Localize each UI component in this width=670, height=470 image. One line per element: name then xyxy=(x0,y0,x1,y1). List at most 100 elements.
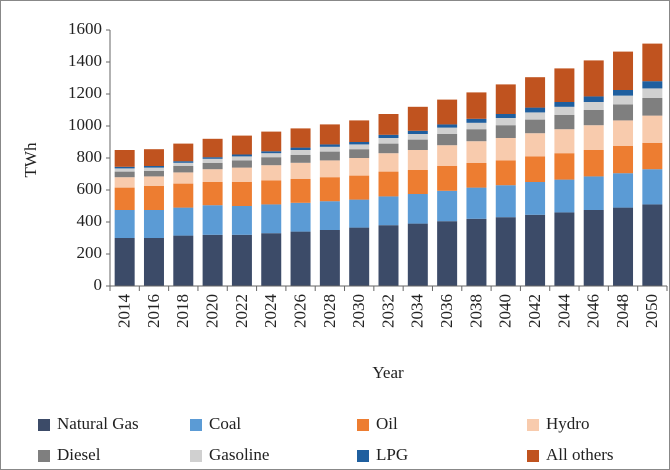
bar-segment xyxy=(378,143,399,154)
bar-segment xyxy=(349,142,370,145)
bar-segment xyxy=(525,119,546,134)
bar-segment xyxy=(378,171,399,197)
bar-segment xyxy=(378,225,399,286)
bar-segment xyxy=(642,204,663,286)
x-tick-label: 2034 xyxy=(408,294,427,329)
x-tick-label: 2040 xyxy=(496,294,515,328)
bar-segment xyxy=(349,227,370,286)
legend-label: Hydro xyxy=(546,414,589,433)
x-axis-title: Year xyxy=(372,363,404,382)
bar-segment xyxy=(525,182,546,215)
bar-segment xyxy=(407,170,428,194)
bar-segment xyxy=(349,149,370,158)
bar-segment xyxy=(466,218,487,286)
bar-segment xyxy=(466,141,487,163)
legend-label: Gasoline xyxy=(209,445,269,464)
bar-segment xyxy=(583,110,604,126)
bar-segment xyxy=(437,190,458,222)
x-tick-label: 2030 xyxy=(349,294,368,328)
bar-segment xyxy=(466,162,487,188)
bar-segment xyxy=(525,112,546,120)
bar-segment xyxy=(202,205,223,235)
bar-segment xyxy=(554,212,575,286)
legend-swatch xyxy=(38,450,50,462)
bar-segment xyxy=(583,150,604,177)
bar-segment xyxy=(231,206,252,235)
y-tick-label: 1200 xyxy=(68,83,102,102)
bar-segment xyxy=(143,186,164,210)
x-tick-label: 2042 xyxy=(525,294,544,328)
bar-segment xyxy=(173,207,194,236)
bar-segment xyxy=(319,177,340,202)
bar-segment xyxy=(319,160,340,178)
bar-segment xyxy=(290,202,311,232)
x-tick-label: 2032 xyxy=(378,294,397,328)
bar-segment xyxy=(114,187,135,210)
bar-segment xyxy=(290,150,311,155)
bar-segment xyxy=(583,96,604,102)
x-tick-label: 2048 xyxy=(613,294,632,328)
bar-segment xyxy=(407,106,428,131)
bar-segment xyxy=(407,194,428,224)
bar-segment xyxy=(231,135,252,155)
bar-segment xyxy=(554,102,575,107)
bar-segment xyxy=(407,223,428,286)
bar-segment xyxy=(290,162,311,179)
bar-segment xyxy=(202,158,223,163)
bar-segment xyxy=(114,171,135,178)
bar-segment xyxy=(261,233,282,286)
bar-segment xyxy=(466,129,487,142)
bar-segment xyxy=(378,196,399,226)
bar-segment xyxy=(495,118,516,126)
bar-segment xyxy=(437,145,458,166)
y-tick-label: 200 xyxy=(77,243,103,262)
bar-segment xyxy=(202,138,223,158)
bar-segment xyxy=(261,153,282,158)
legend-label: Coal xyxy=(209,414,241,433)
bar-segment xyxy=(143,166,164,168)
bar-segment xyxy=(114,150,135,167)
bar-segment xyxy=(202,162,223,170)
legend-label: Diesel xyxy=(57,445,101,464)
bar-segment xyxy=(349,120,370,142)
bar-segment xyxy=(173,143,194,162)
bar-segment xyxy=(437,221,458,286)
bar-segment xyxy=(349,144,370,150)
bar-segment xyxy=(173,235,194,286)
bar-segment xyxy=(319,230,340,286)
legend-label: All others xyxy=(546,445,614,464)
bar-segment xyxy=(613,146,634,174)
y-axis-title: TWh xyxy=(21,142,40,177)
bar-segment xyxy=(525,156,546,182)
bar-segment xyxy=(261,151,282,154)
bar-segment xyxy=(202,182,223,206)
legend-label: LPG xyxy=(376,445,408,464)
bar-segment xyxy=(642,81,663,89)
x-tick-label: 2044 xyxy=(554,294,573,329)
bar-segment xyxy=(261,131,282,152)
bar-segment xyxy=(407,150,428,170)
y-tick-label: 1400 xyxy=(68,51,102,70)
y-tick-label: 600 xyxy=(77,179,103,198)
bar-segment xyxy=(525,214,546,286)
bar-segment xyxy=(495,125,516,138)
bar-segment xyxy=(290,128,311,148)
bar-segment xyxy=(231,167,252,182)
bar-segment xyxy=(495,185,516,218)
bar-segment xyxy=(349,199,370,228)
bar-segment xyxy=(261,165,282,181)
bar-segment xyxy=(613,207,634,286)
x-tick-label: 2024 xyxy=(261,294,280,329)
bar-segment xyxy=(202,234,223,286)
bar-segment xyxy=(642,43,663,82)
bar-segment xyxy=(437,166,458,191)
bar-segment xyxy=(642,88,663,98)
bar-segment xyxy=(231,182,252,206)
bar-segment xyxy=(613,90,634,96)
bar-segment xyxy=(554,106,575,115)
bar-segment xyxy=(173,172,194,184)
bar-segment xyxy=(642,142,663,170)
bar-segment xyxy=(466,92,487,119)
bar-segment xyxy=(407,139,428,150)
y-tick-label: 1600 xyxy=(68,19,102,38)
